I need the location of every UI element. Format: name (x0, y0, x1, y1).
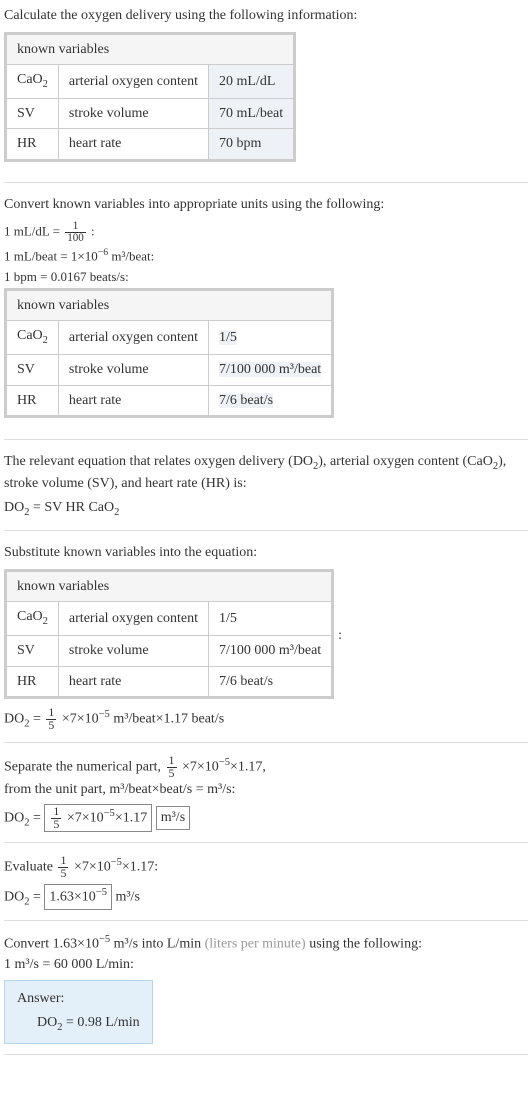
equation-intro: The relevant equation that relates oxyge… (4, 452, 528, 494)
var-value: 1/5 (219, 330, 237, 345)
var-name: stroke volume (58, 98, 208, 129)
var-name: heart rate (58, 385, 208, 416)
table-row: CaO2 arterial oxygen content 1/5 (7, 321, 332, 354)
table-row: HR heart rate 7/6 beat/s (7, 666, 332, 697)
section-separate: Separate the numerical part, 15 ×7×10−5×… (4, 755, 528, 843)
var-symbol: HR (7, 385, 59, 416)
var-value: 7/6 beat/s (208, 666, 331, 697)
var-name: stroke volume (58, 635, 208, 666)
section-final-convert: Convert 1.63×10−5 m³/s into L/min (liter… (4, 933, 528, 1055)
convert-line1: Convert 1.63×10−5 m³/s into L/min (liter… (4, 933, 528, 954)
var-symbol: HR (7, 666, 59, 697)
intro-text: Calculate the oxygen delivery using the … (4, 6, 528, 26)
var-name: arterial oxygen content (58, 602, 208, 635)
conversion-line: 1 mL/dL = 1100 : (4, 221, 528, 244)
section-calculate: Calculate the oxygen delivery using the … (4, 6, 528, 183)
var-sub: 2 (43, 616, 48, 627)
var-symbol: SV (7, 98, 59, 129)
var-value: 70 mL/beat (208, 98, 293, 129)
var-value: 7/6 beat/s (219, 393, 273, 408)
answer-box: Answer: DO2 = 0.98 L/min (4, 980, 153, 1044)
colon: : (338, 626, 342, 646)
var-symbol: CaO (17, 72, 43, 87)
var-sub: 2 (43, 335, 48, 346)
intro-text: Convert known variables into appropriate… (4, 195, 528, 215)
equation: DO2 = 1.63×10−5 m³/s (4, 884, 528, 910)
known-variables-table: known variables CaO2 arterial oxygen con… (4, 569, 334, 699)
var-symbol: CaO (17, 328, 43, 343)
boxed-unit: m³/s (156, 806, 190, 830)
table-header: known variables (7, 34, 294, 65)
var-name: arterial oxygen content (58, 65, 208, 98)
var-value: 70 bpm (208, 129, 293, 160)
equation: DO2 = SV HR CaO2 (4, 498, 528, 520)
section-equation: The relevant equation that relates oxyge… (4, 452, 528, 532)
section-substitute: Substitute known variables into the equa… (4, 543, 528, 743)
var-name: heart rate (58, 666, 208, 697)
var-value: 20 mL/dL (208, 65, 293, 98)
var-value: 7/100 000 m³/beat (219, 362, 321, 377)
conversion-line: 1 mL/beat = 1×10−6 m³/beat: (4, 246, 528, 266)
var-sub: 2 (43, 79, 48, 90)
var-name: stroke volume (58, 354, 208, 385)
known-variables-table: known variables CaO2 arterial oxygen con… (4, 288, 334, 418)
section-convert: Convert known variables into appropriate… (4, 195, 528, 439)
known-variables-table: known variables CaO2 arterial oxygen con… (4, 32, 296, 162)
boxed-value: 1.63×10−5 (44, 884, 112, 909)
section-evaluate: Evaluate 15 ×7×10−5×1.17: DO2 = 1.63×10−… (4, 855, 528, 921)
var-symbol: CaO (17, 609, 43, 624)
var-value: 1/5 (208, 602, 331, 635)
var-symbol: SV (7, 635, 59, 666)
var-name: arterial oxygen content (58, 321, 208, 354)
answer-label: Answer: (17, 989, 140, 1009)
equation: DO2 = 15 ×7×10−5×1.17 m³/s (4, 804, 528, 833)
table-row: HR heart rate 7/6 beat/s (7, 385, 332, 416)
intro-text: Substitute known variables into the equa… (4, 543, 528, 563)
var-symbol: HR (7, 129, 59, 160)
var-name: heart rate (58, 129, 208, 160)
conversion-line: 1 bpm = 0.0167 beats/s: (4, 268, 528, 286)
boxed-numeric: 15 ×7×10−5×1.17 (44, 804, 152, 833)
separate-line1: Separate the numerical part, 15 ×7×10−5×… (4, 755, 528, 780)
convert-line2: 1 m³/s = 60 000 L/min: (4, 955, 528, 975)
evaluate-line: Evaluate 15 ×7×10−5×1.17: (4, 855, 528, 880)
table-row: CaO2 arterial oxygen content 1/5 (7, 602, 332, 635)
table-header: known variables (7, 571, 332, 602)
table-header: known variables (7, 290, 332, 321)
answer-value: DO2 = 0.98 L/min (17, 1013, 140, 1035)
table-row: SV stroke volume 70 mL/beat (7, 98, 294, 129)
separate-line2: from the unit part, m³/beat×beat/s = m³/… (4, 780, 528, 800)
table-row: HR heart rate 70 bpm (7, 129, 294, 160)
table-row: CaO2 arterial oxygen content 20 mL/dL (7, 65, 294, 98)
var-symbol: SV (7, 354, 59, 385)
table-row: SV stroke volume 7/100 000 m³/beat (7, 354, 332, 385)
var-value: 7/100 000 m³/beat (208, 635, 331, 666)
equation: DO2 = 15 ×7×10−5 m³/beat×1.17 beat/s (4, 707, 528, 732)
table-row: SV stroke volume 7/100 000 m³/beat (7, 635, 332, 666)
